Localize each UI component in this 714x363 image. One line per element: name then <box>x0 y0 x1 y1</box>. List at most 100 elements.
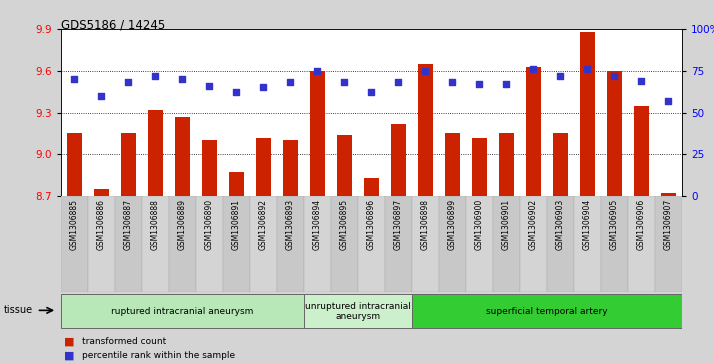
Bar <box>310 71 325 196</box>
Bar <box>439 196 466 292</box>
Text: ■: ■ <box>64 336 75 346</box>
Point <box>446 79 458 85</box>
Bar <box>472 138 487 196</box>
Point <box>69 76 80 82</box>
Bar <box>493 196 520 292</box>
Bar <box>169 196 196 292</box>
Text: superficial temporal artery: superficial temporal artery <box>486 307 608 316</box>
Text: GSM1306892: GSM1306892 <box>258 199 268 250</box>
Point <box>555 73 566 79</box>
Point <box>473 81 485 87</box>
Point <box>258 85 269 90</box>
Bar <box>88 196 115 292</box>
Point <box>528 66 539 72</box>
Point <box>420 68 431 74</box>
FancyBboxPatch shape <box>61 294 303 329</box>
Text: GSM1306898: GSM1306898 <box>421 199 430 250</box>
Text: GDS5186 / 14245: GDS5186 / 14245 <box>61 18 165 31</box>
FancyBboxPatch shape <box>412 294 682 329</box>
Point <box>96 93 107 99</box>
Bar <box>601 196 628 292</box>
Text: GSM1306902: GSM1306902 <box>529 199 538 250</box>
Text: GSM1306891: GSM1306891 <box>232 199 241 250</box>
Bar <box>94 189 109 196</box>
Bar <box>175 117 190 196</box>
Bar <box>574 196 601 292</box>
Text: GSM1306903: GSM1306903 <box>555 199 565 250</box>
Point <box>582 66 593 72</box>
Bar <box>256 138 271 196</box>
Bar <box>445 133 460 196</box>
Bar <box>223 196 250 292</box>
Text: ■: ■ <box>64 351 75 361</box>
Text: GSM1306893: GSM1306893 <box>286 199 295 250</box>
Point <box>231 90 242 95</box>
Bar <box>661 193 675 196</box>
Bar <box>202 140 216 196</box>
Bar <box>283 140 298 196</box>
Bar <box>358 196 385 292</box>
Point <box>311 68 323 74</box>
Bar <box>385 196 412 292</box>
Bar <box>337 135 352 196</box>
Bar <box>634 106 649 196</box>
Bar <box>628 196 655 292</box>
Point <box>663 98 674 104</box>
Text: percentile rank within the sample: percentile rank within the sample <box>82 351 235 360</box>
Text: GSM1306894: GSM1306894 <box>313 199 322 250</box>
Bar <box>526 66 540 196</box>
Bar <box>607 71 622 196</box>
Bar <box>331 196 358 292</box>
Text: GSM1306890: GSM1306890 <box>205 199 213 250</box>
Point <box>366 90 377 95</box>
Bar <box>520 196 547 292</box>
Text: GSM1306905: GSM1306905 <box>610 199 619 250</box>
Text: ruptured intracranial aneurysm: ruptured intracranial aneurysm <box>111 307 253 316</box>
Text: GSM1306907: GSM1306907 <box>664 199 673 250</box>
Text: GSM1306886: GSM1306886 <box>96 199 106 250</box>
Bar <box>391 124 406 196</box>
Text: GSM1306900: GSM1306900 <box>475 199 484 250</box>
Point <box>608 73 620 79</box>
Bar <box>277 196 303 292</box>
Text: GSM1306899: GSM1306899 <box>448 199 457 250</box>
Text: unruptured intracranial
aneurysm: unruptured intracranial aneurysm <box>305 302 411 321</box>
Bar <box>553 133 568 196</box>
Bar <box>499 133 514 196</box>
Bar <box>61 196 88 292</box>
Bar <box>412 196 439 292</box>
Bar <box>228 172 243 196</box>
Bar <box>250 196 277 292</box>
Point <box>149 73 161 79</box>
Point <box>176 76 188 82</box>
Text: GSM1306887: GSM1306887 <box>124 199 133 250</box>
Text: GSM1306888: GSM1306888 <box>151 199 160 250</box>
Text: GSM1306897: GSM1306897 <box>394 199 403 250</box>
Point <box>285 79 296 85</box>
Bar <box>547 196 574 292</box>
Bar <box>580 32 595 196</box>
Bar <box>418 64 433 196</box>
Bar <box>364 178 378 196</box>
Point <box>501 81 512 87</box>
Bar <box>303 196 331 292</box>
Bar <box>655 196 682 292</box>
Text: GSM1306906: GSM1306906 <box>637 199 646 250</box>
Bar <box>148 110 163 196</box>
Bar <box>196 196 223 292</box>
Text: GSM1306889: GSM1306889 <box>178 199 187 250</box>
Text: GSM1306901: GSM1306901 <box>502 199 511 250</box>
FancyBboxPatch shape <box>303 294 412 329</box>
Text: GSM1306896: GSM1306896 <box>367 199 376 250</box>
Point <box>393 79 404 85</box>
Point <box>203 83 215 89</box>
Text: transformed count: transformed count <box>82 337 166 346</box>
Bar <box>67 133 81 196</box>
Point <box>338 79 350 85</box>
Text: tissue: tissue <box>4 305 33 315</box>
Text: GSM1306885: GSM1306885 <box>70 199 79 250</box>
Point <box>123 79 134 85</box>
Text: GSM1306904: GSM1306904 <box>583 199 592 250</box>
Bar <box>466 196 493 292</box>
Bar <box>141 196 169 292</box>
